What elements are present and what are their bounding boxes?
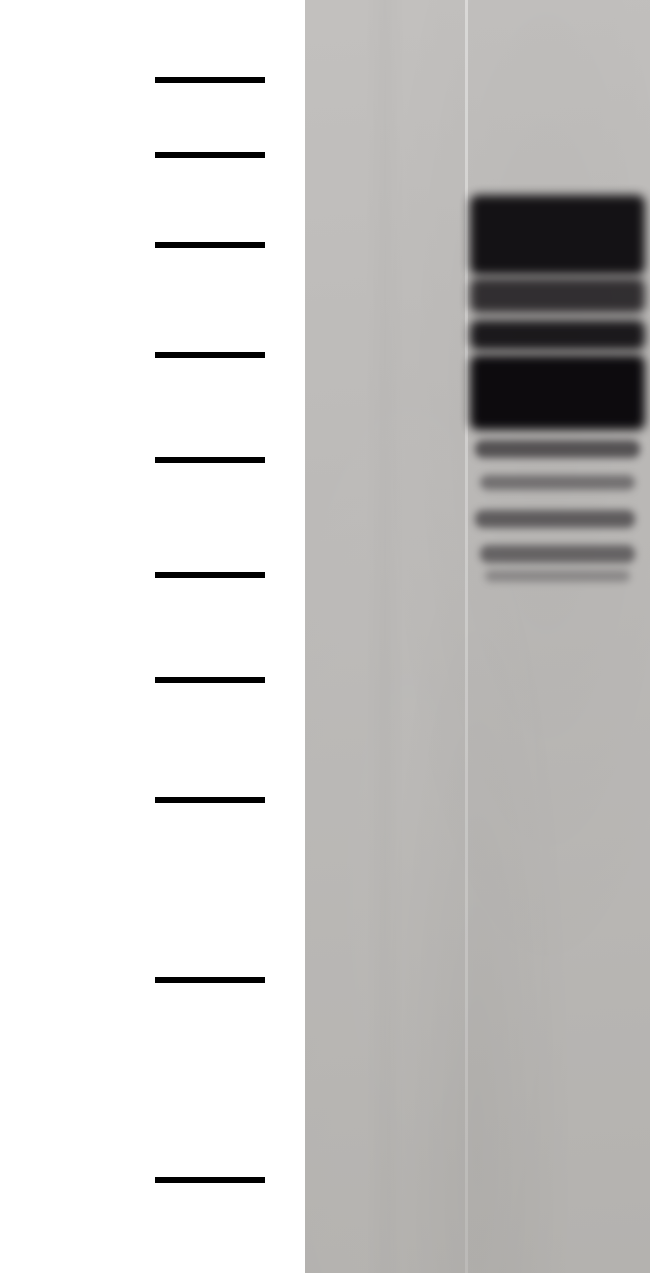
lane-divider xyxy=(465,0,468,1273)
ladder-tick-40 xyxy=(155,572,265,578)
ladder-tick-35 xyxy=(155,677,265,683)
blot-band-0 xyxy=(470,195,645,275)
blot-membrane xyxy=(305,0,650,1273)
blot-background xyxy=(305,0,650,1273)
blot-band-6 xyxy=(475,510,635,528)
ladder-tick-25 xyxy=(155,797,265,803)
ladder-tick-55 xyxy=(155,457,265,463)
blot-texture xyxy=(305,0,650,1273)
molecular-weight-ladder: 17013010070554035251510 xyxy=(0,0,290,1273)
ladder-tick-170 xyxy=(155,77,265,83)
blot-band-7 xyxy=(480,545,635,563)
ladder-tick-70 xyxy=(155,352,265,358)
ladder-tick-100 xyxy=(155,242,265,248)
western-blot-figure: 17013010070554035251510 xyxy=(0,0,650,1273)
ladder-tick-15 xyxy=(155,977,265,983)
blot-band-3 xyxy=(470,355,645,430)
ladder-tick-10 xyxy=(155,1177,265,1183)
blot-band-2 xyxy=(470,320,645,350)
blot-band-8 xyxy=(485,570,630,582)
ladder-tick-130 xyxy=(155,152,265,158)
blot-band-5 xyxy=(480,475,635,490)
blot-band-4 xyxy=(475,440,640,458)
blot-band-1 xyxy=(470,278,645,313)
